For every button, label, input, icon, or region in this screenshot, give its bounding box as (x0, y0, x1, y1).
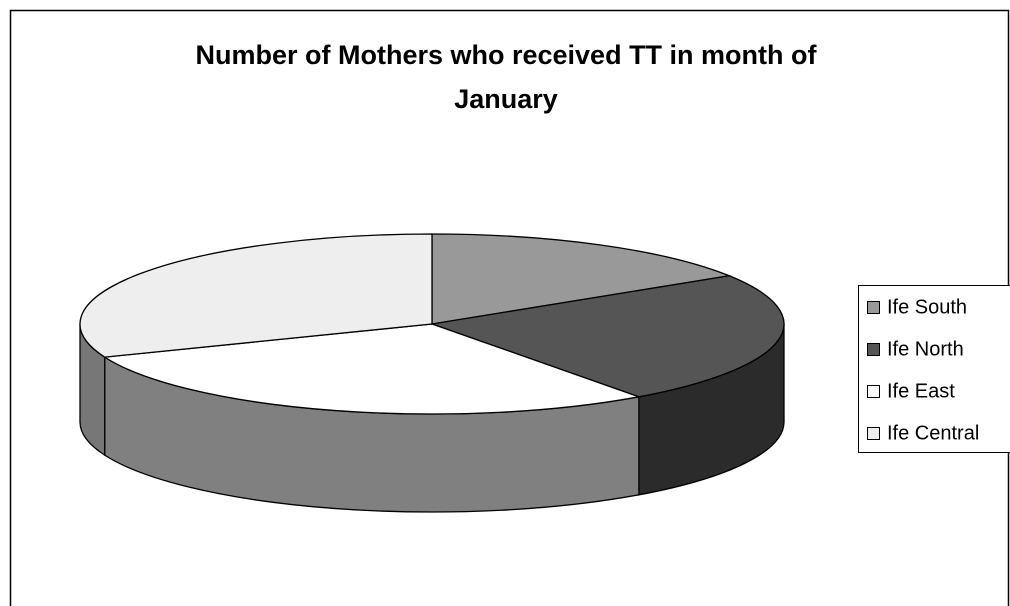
legend-swatch (867, 301, 880, 314)
slice (431, 233, 732, 325)
legend: Ife South Ife North Ife East Ife Central (867, 296, 979, 444)
slice (102, 323, 642, 415)
legend-label: Ife North (887, 338, 964, 360)
pie (79, 233, 785, 513)
legend-swatch (867, 427, 880, 440)
slice (431, 275, 785, 398)
legend-label: Ife East (887, 380, 955, 402)
legend-label: Ife Central (887, 422, 979, 444)
legend-box (858, 285, 1010, 453)
chart-title: Number of Mothers who received TT in mon… (195, 40, 817, 70)
chart-title: January (454, 84, 558, 114)
legend-swatch (867, 385, 880, 398)
legend-swatch (867, 343, 880, 356)
slice (79, 233, 433, 358)
legend-label: Ife South (887, 296, 967, 318)
